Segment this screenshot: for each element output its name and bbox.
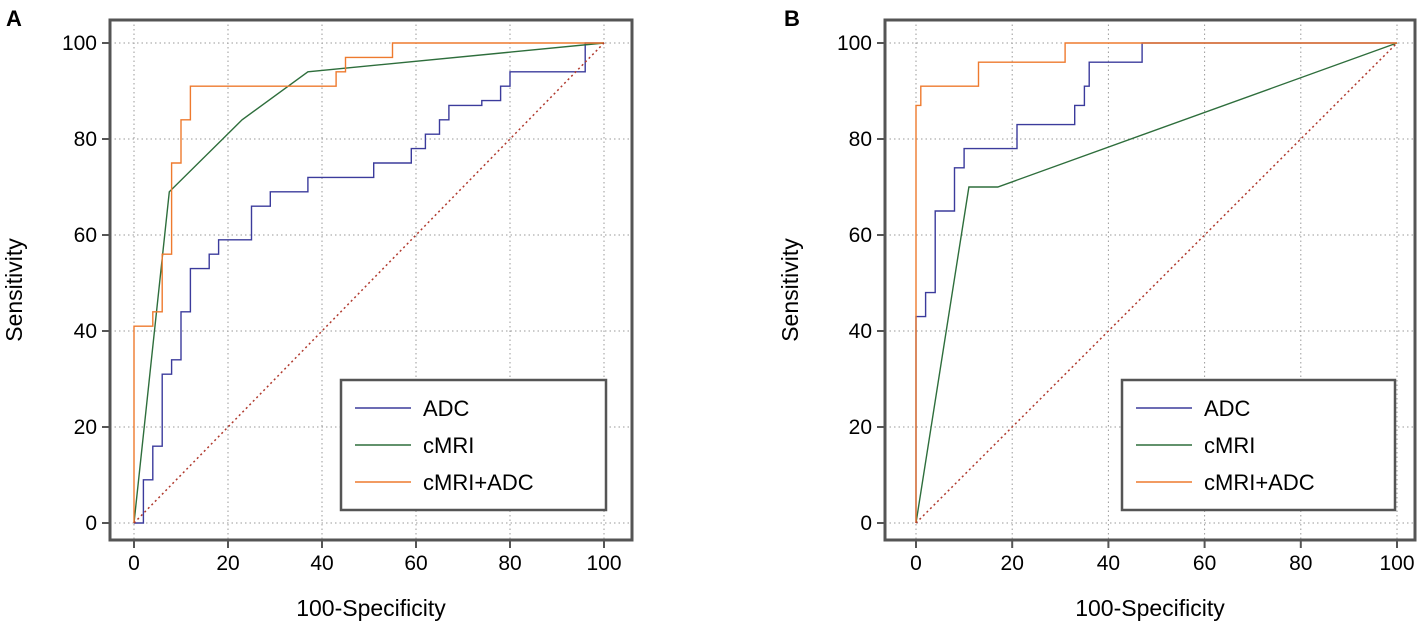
x-tick-label: 40 [310, 552, 333, 575]
x-tick-label: 100 [586, 552, 621, 575]
plot-frame [108, 18, 634, 542]
series-line-cmri-adc [133, 42, 604, 523]
series-line-adc [134, 42, 604, 524]
plot-frame [883, 18, 1417, 542]
reference-diagonal-line [915, 42, 1398, 524]
roc-panel-b: B 0 20 40 60 80 100 0 20 40 60 80 100 100-Specificit… [708, 0, 1417, 630]
y-tick-label: 100 [837, 32, 872, 55]
reference-diagonal-line [133, 42, 605, 524]
y-axis-label: Sensitivity [777, 238, 803, 342]
y-tick-label: 80 [849, 128, 872, 151]
legend-label: cMRI+ADC [1204, 470, 1315, 495]
y-tick-label: 80 [74, 128, 97, 151]
x-axis-label: 100-Specificity [1075, 595, 1225, 621]
x-tick-label: 100 [1379, 552, 1414, 575]
y-tick-label: 100 [62, 32, 97, 55]
y-tick-label: 20 [849, 416, 872, 439]
y-tick-label: 40 [849, 320, 872, 343]
x-tick-label: 20 [1001, 552, 1024, 575]
x-tick-label: 20 [216, 552, 239, 575]
roc-chart-a: 0 20 40 60 80 100 0 20 40 60 80 100 100-Specificity S… [1, 18, 634, 621]
y-tick-label: 60 [849, 224, 872, 247]
series-line-cmri-adc [915, 42, 1397, 523]
x-tick-label: 0 [910, 552, 922, 575]
x-tick-label: 60 [1193, 552, 1216, 575]
series-line-adc [915, 42, 1397, 523]
x-tick-label: 80 [1289, 552, 1312, 575]
series-line-cmri [915, 42, 1398, 524]
legend-label: ADC [423, 396, 470, 421]
y-tick-label: 20 [74, 416, 97, 439]
series-line-cmri [133, 42, 605, 524]
x-tick-label: 80 [498, 552, 521, 575]
legend-label: cMRI [423, 433, 474, 458]
x-tick-label: 40 [1097, 552, 1120, 575]
panel-label-b: B [784, 6, 800, 31]
x-tick-label: 0 [128, 552, 140, 575]
legend-label: cMRI [1204, 433, 1255, 458]
y-tick-label: 60 [74, 224, 97, 247]
y-tick-label: 0 [85, 512, 97, 535]
panel-label-a: A [6, 6, 22, 31]
y-axis-label: Sensitivity [1, 238, 27, 342]
y-tick-label: 0 [860, 512, 872, 535]
x-tick-label: 60 [404, 552, 427, 575]
roc-panel-a: A 0 20 40 60 80 100 0 20 40 60 80 100 100-Specificit… [0, 0, 708, 630]
roc-chart-b: 0 20 40 60 80 100 0 20 40 60 80 100 100-Specificity S… [777, 18, 1417, 621]
x-axis-label: 100-Specificity [296, 595, 446, 621]
legend-label: ADC [1204, 396, 1251, 421]
legend-label: cMRI+ADC [423, 470, 534, 495]
y-tick-label: 40 [74, 320, 97, 343]
